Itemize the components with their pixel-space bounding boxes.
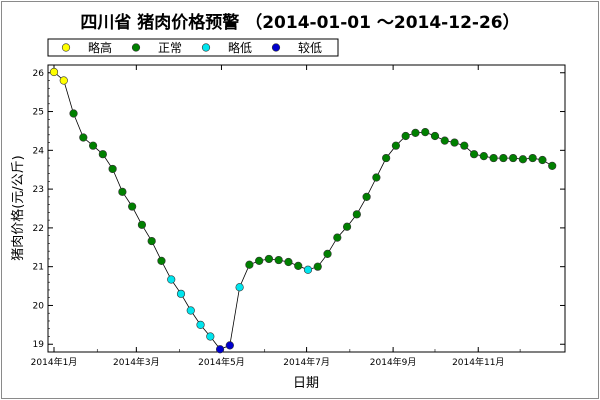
data-point-normal (469, 150, 479, 159)
y-axis: 19 20 21 22 23 24 25 26 (33, 64, 565, 353)
data-point-lower (225, 341, 234, 350)
data-point-low (303, 265, 313, 274)
data-point-lower (215, 345, 225, 354)
data-point-normal (323, 249, 332, 258)
data-point-normal (284, 257, 293, 267)
y-tick-label: 23 (33, 185, 44, 195)
data-point-normal (440, 136, 449, 145)
x-tick-label: 2014年3月 (113, 356, 160, 368)
data-point-normal (362, 192, 371, 201)
data-point-normal (342, 222, 352, 231)
data-point-normal (509, 153, 518, 163)
y-tick-label: 19 (33, 340, 45, 350)
data-point-normal (108, 164, 117, 174)
x-tick-label: 2014年11月 (452, 356, 504, 368)
data-point-normal (128, 202, 137, 211)
data-point-normal (489, 153, 498, 163)
y-tick-label: 24 (33, 146, 45, 156)
data-point-normal (79, 133, 88, 142)
legend-label-high: 略高 (88, 40, 112, 55)
x-tick-label: 2014年5月 (198, 356, 245, 368)
data-point-normal (391, 141, 401, 150)
y-tick-label: 21 (33, 263, 44, 273)
data-point-normal (538, 155, 547, 165)
data-point-normal (137, 220, 147, 229)
legend-label-normal: 正常 (158, 41, 182, 55)
y-tick-label: 25 (33, 108, 44, 118)
data-point-normal (372, 173, 381, 182)
data-point-normal (313, 262, 322, 271)
data-point-normal (352, 210, 361, 219)
legend-marker-normal (131, 43, 141, 52)
data-point-low (206, 332, 215, 341)
legend-marker-high (61, 43, 71, 52)
data-point-normal (118, 187, 127, 196)
legend-label-low: 略低 (228, 40, 252, 55)
x-axis: 2014年1月 2014年3月 2014年5月 2014年7月 2014年9月 2014年… (31, 65, 521, 368)
legend-marker-lower (271, 43, 281, 52)
data-point-normal (157, 256, 166, 265)
data-point-normal (88, 141, 98, 150)
data-point-low (167, 275, 176, 284)
data-point-normal (294, 261, 303, 271)
data-point-normal (382, 153, 391, 163)
data-point-normal (98, 150, 107, 159)
x-tick-label: 2014年1月 (31, 356, 78, 368)
x-axis-title: 日期 (293, 376, 319, 391)
data-point-normal (411, 128, 420, 137)
data-point-normal (528, 153, 537, 163)
series-line (53, 71, 553, 350)
y-tick-label: 22 (33, 224, 44, 234)
x-tick-label: 2014年9月 (370, 356, 417, 368)
data-point-normal (274, 255, 283, 265)
data-point-low (235, 283, 244, 292)
data-point-normal (518, 155, 528, 164)
data-point-high (49, 67, 59, 77)
data-point-high (59, 76, 68, 85)
x-tick-label: 2014年7月 (283, 356, 330, 368)
data-point-normal (421, 127, 430, 137)
data-point-normal (401, 131, 410, 141)
data-point-normal (255, 256, 264, 265)
y-tick-label: 20 (33, 301, 45, 311)
legend-label-lower: 较低 (298, 40, 322, 55)
data-point-low (196, 320, 205, 329)
data-point-normal (69, 109, 78, 118)
data-point-normal (264, 254, 274, 264)
y-axis-title: 猪肉价格(元/公斤) (10, 155, 26, 261)
data-point-normal (450, 138, 459, 147)
data-point-normal (147, 236, 156, 246)
data-point-normal (479, 152, 488, 161)
chart-title: 四川省 猪肉价格预警 （2014-01-01 ～2014-12-26） (80, 13, 520, 33)
y-tick-label: 26 (33, 69, 45, 79)
data-point-normal (460, 141, 469, 150)
data-point-low (186, 306, 195, 315)
data-point-normal (548, 161, 557, 170)
data-point-low (176, 289, 186, 298)
data-points (49, 67, 557, 354)
legend-marker-low (201, 43, 211, 52)
data-point-normal (430, 131, 440, 141)
plot-area (47, 64, 566, 353)
legend-frame (47, 38, 339, 57)
data-point-normal (499, 153, 508, 163)
data-point-normal (333, 233, 342, 242)
data-point-normal (245, 260, 254, 269)
legend: 略高 正常 略低 较低 (47, 38, 339, 57)
